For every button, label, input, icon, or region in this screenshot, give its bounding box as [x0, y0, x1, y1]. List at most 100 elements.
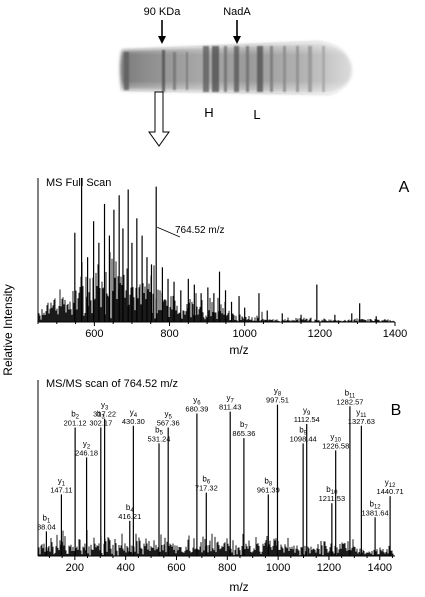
ion-index: 7 — [244, 425, 248, 431]
ion-index: 10 — [334, 437, 341, 443]
ion-type: y — [165, 410, 169, 419]
ion-index: 5 — [160, 430, 164, 436]
x-ticks-a: 600 800 1000 1200 1400 — [37, 322, 407, 340]
ion-type: y — [83, 439, 87, 448]
ion-label: y9 — [303, 406, 311, 417]
ion-label: y12 — [385, 478, 396, 489]
ion-mz: 302.17 — [89, 419, 112, 428]
ion-label: y5 — [165, 410, 173, 421]
ion-index: 11 — [349, 393, 356, 399]
ion-index: 12 — [389, 483, 396, 489]
panel-a: 600 800 1000 1200 1400 MS Full Scan A 764.52… — [37, 177, 410, 357]
peaks-a — [74, 178, 377, 322]
label-h: H — [204, 105, 213, 120]
ion-label: b5 — [155, 425, 163, 436]
ion-label: y1 — [58, 476, 66, 487]
ion-index: 4 — [134, 413, 138, 419]
ion-type: y — [385, 478, 389, 487]
ion-type: b — [71, 410, 76, 419]
ion-label: b2 — [71, 410, 79, 421]
ion-label: y7 — [227, 394, 235, 405]
ion-index: 2 — [76, 415, 80, 421]
ion-index: 6 — [197, 400, 201, 406]
x-tick-label-b: 1400 — [368, 562, 392, 574]
ion-index: 3 — [105, 406, 109, 412]
peak-labels-b: b188.04y1147.11b2201.12y2246.18b3302.17y… — [37, 387, 404, 532]
label-l: L — [253, 107, 260, 122]
ion-index: 8 — [278, 392, 282, 398]
ion-type: b — [202, 475, 207, 484]
ion-type: b — [42, 513, 47, 522]
x-tick-label-b: 200 — [66, 562, 84, 574]
ion-mz: 1226.58 — [322, 441, 349, 450]
ion-label: b12 — [370, 499, 382, 510]
ion-label: b3 — [97, 410, 105, 421]
ion-type: y — [101, 401, 105, 410]
panel-b: 200 400 600 800 1000 1200 1400 b188.04y1147.11… — [37, 378, 404, 594]
ion-mz: 416.21 — [118, 512, 141, 521]
ion-index: 11 — [360, 413, 367, 419]
ion-mz: 430.30 — [122, 417, 145, 426]
x-tick-label-a: 1000 — [232, 328, 256, 340]
ion-index: 10 — [331, 490, 338, 496]
ion-type: b — [370, 499, 375, 508]
panel-a-title: MS Full Scan — [46, 177, 111, 189]
panel-a-letter: A — [399, 179, 410, 196]
peaks-b — [45, 404, 391, 556]
ion-mz: 811.43 — [219, 403, 241, 412]
arrow-90kda-icon — [158, 20, 166, 44]
x-tick-label-b: 400 — [116, 562, 134, 574]
ion-index: 8 — [269, 481, 273, 487]
x-tick-label-b: 1000 — [266, 562, 290, 574]
ion-label: y10 — [330, 432, 341, 443]
ion-index: 2 — [87, 444, 91, 450]
ion-label: y11 — [356, 408, 367, 419]
ion-type: b — [240, 420, 245, 429]
ion-label: b11 — [345, 388, 356, 399]
label-nada: NadA — [223, 6, 251, 18]
x-tick-label-a: 600 — [85, 328, 103, 340]
ion-mz: 317.22 — [93, 410, 116, 419]
ion-type: y — [130, 408, 134, 417]
ion-mz: 1282.57 — [336, 397, 363, 406]
ion-mz: 88.04 — [37, 522, 56, 531]
ion-mz: 1381.64 — [362, 508, 389, 517]
ion-type: y — [58, 476, 62, 485]
ion-type: b — [97, 410, 102, 419]
ion-type: y — [193, 395, 197, 404]
ion-label: b4 — [126, 503, 134, 514]
ion-index: 1 — [62, 481, 66, 487]
x-tick-label-b: 600 — [167, 562, 185, 574]
annotation-leader-a — [157, 226, 181, 238]
ion-mz: 961.39 — [257, 485, 280, 494]
ion-mz: 1440.71 — [377, 487, 404, 496]
ion-index: 3 — [101, 415, 105, 421]
ion-index: 4 — [130, 508, 134, 514]
ion-label: y3 — [101, 401, 109, 412]
ion-mz: 997.51 — [266, 396, 289, 405]
ion-label: y2 — [83, 439, 91, 450]
x-tick-label-b: 800 — [218, 562, 236, 574]
ion-label: b6 — [202, 475, 210, 486]
ion-index: 12 — [374, 504, 381, 510]
x-axis-label-a: m/z — [229, 343, 248, 357]
ion-mz: 201.12 — [64, 419, 87, 428]
ion-type: b — [326, 485, 331, 494]
ion-mz: 147.11 — [50, 485, 72, 494]
ion-label: y6 — [193, 395, 201, 406]
gel-image — [120, 42, 352, 94]
ion-type: y — [303, 406, 307, 415]
ion-type: b — [345, 388, 350, 397]
x-tick-label-a: 800 — [160, 328, 178, 340]
ion-index: 5 — [169, 415, 173, 421]
panel-b-title: MS/MS scan of 764.52 m/z — [46, 378, 178, 390]
ion-label: y4 — [130, 408, 138, 419]
ion-label: y8 — [274, 387, 282, 398]
ion-index: 6 — [207, 480, 211, 486]
label-90kda: 90 KDa — [144, 6, 182, 18]
x-tick-label-a: 1200 — [308, 328, 332, 340]
x-tick-label-a: 1400 — [383, 328, 407, 340]
ion-mz: 1098.44 — [290, 434, 317, 443]
ion-mz: 531.24 — [148, 434, 171, 443]
